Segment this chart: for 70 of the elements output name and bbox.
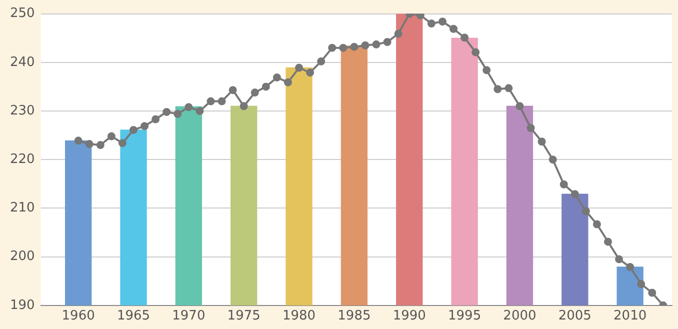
point (284, 78, 292, 86)
point (328, 44, 336, 52)
x-tick-label: 1985 (338, 308, 371, 324)
point (107, 132, 116, 140)
point (339, 44, 348, 52)
point (350, 42, 358, 51)
point (262, 82, 270, 91)
point (427, 20, 436, 28)
point (372, 40, 380, 48)
point (240, 102, 248, 110)
y-tick-label: 210 (10, 200, 35, 216)
point (85, 140, 94, 148)
point (526, 124, 535, 132)
point (394, 30, 402, 38)
x-tick-label: 1975 (227, 308, 260, 324)
point (206, 97, 215, 106)
point (482, 66, 491, 74)
point (494, 85, 502, 94)
point (162, 108, 171, 116)
point (582, 207, 590, 216)
point (383, 38, 392, 46)
point (250, 88, 259, 97)
point (538, 138, 546, 146)
point (450, 24, 458, 33)
point (74, 136, 82, 145)
point (174, 110, 182, 118)
y-tick-label: 220 (10, 152, 35, 167)
point (516, 102, 524, 110)
point (317, 57, 326, 66)
point (140, 122, 149, 130)
x-tick-label: 1960 (62, 308, 95, 324)
point (626, 263, 634, 272)
point (295, 64, 304, 72)
y-tick-label: 240 (10, 54, 35, 70)
point (272, 73, 281, 82)
y-tick-label: 190 (10, 298, 35, 313)
point (361, 41, 370, 50)
point (96, 141, 104, 150)
point (615, 255, 624, 264)
point (196, 107, 204, 115)
point (416, 14, 424, 20)
point (460, 34, 469, 42)
point (604, 238, 612, 246)
x-tick-label: 2010 (614, 308, 647, 324)
point (648, 288, 656, 297)
point (472, 48, 480, 56)
y-tick-label: 200 (10, 249, 35, 264)
point (570, 190, 579, 198)
x-tick-label: 1990 (392, 308, 426, 324)
x-tick-label: 1965 (116, 308, 150, 324)
point (548, 156, 557, 164)
point (184, 103, 193, 112)
point (130, 126, 138, 134)
point (592, 220, 601, 228)
x-tick-label: 1980 (282, 308, 316, 324)
x-tick-label: 2005 (558, 308, 592, 324)
point (637, 280, 646, 288)
point (438, 18, 446, 26)
point (118, 139, 126, 148)
y-tick-label: 230 (10, 103, 35, 118)
point (152, 115, 160, 124)
y-tick-label: 250 (10, 6, 35, 22)
point (228, 86, 237, 94)
x-tick-label: 1995 (448, 308, 482, 324)
point (218, 97, 226, 106)
point (560, 180, 568, 188)
x-tick-label: 1970 (172, 308, 206, 324)
x-tick-label: 2000 (503, 308, 536, 324)
point (504, 84, 513, 92)
point (306, 68, 314, 77)
